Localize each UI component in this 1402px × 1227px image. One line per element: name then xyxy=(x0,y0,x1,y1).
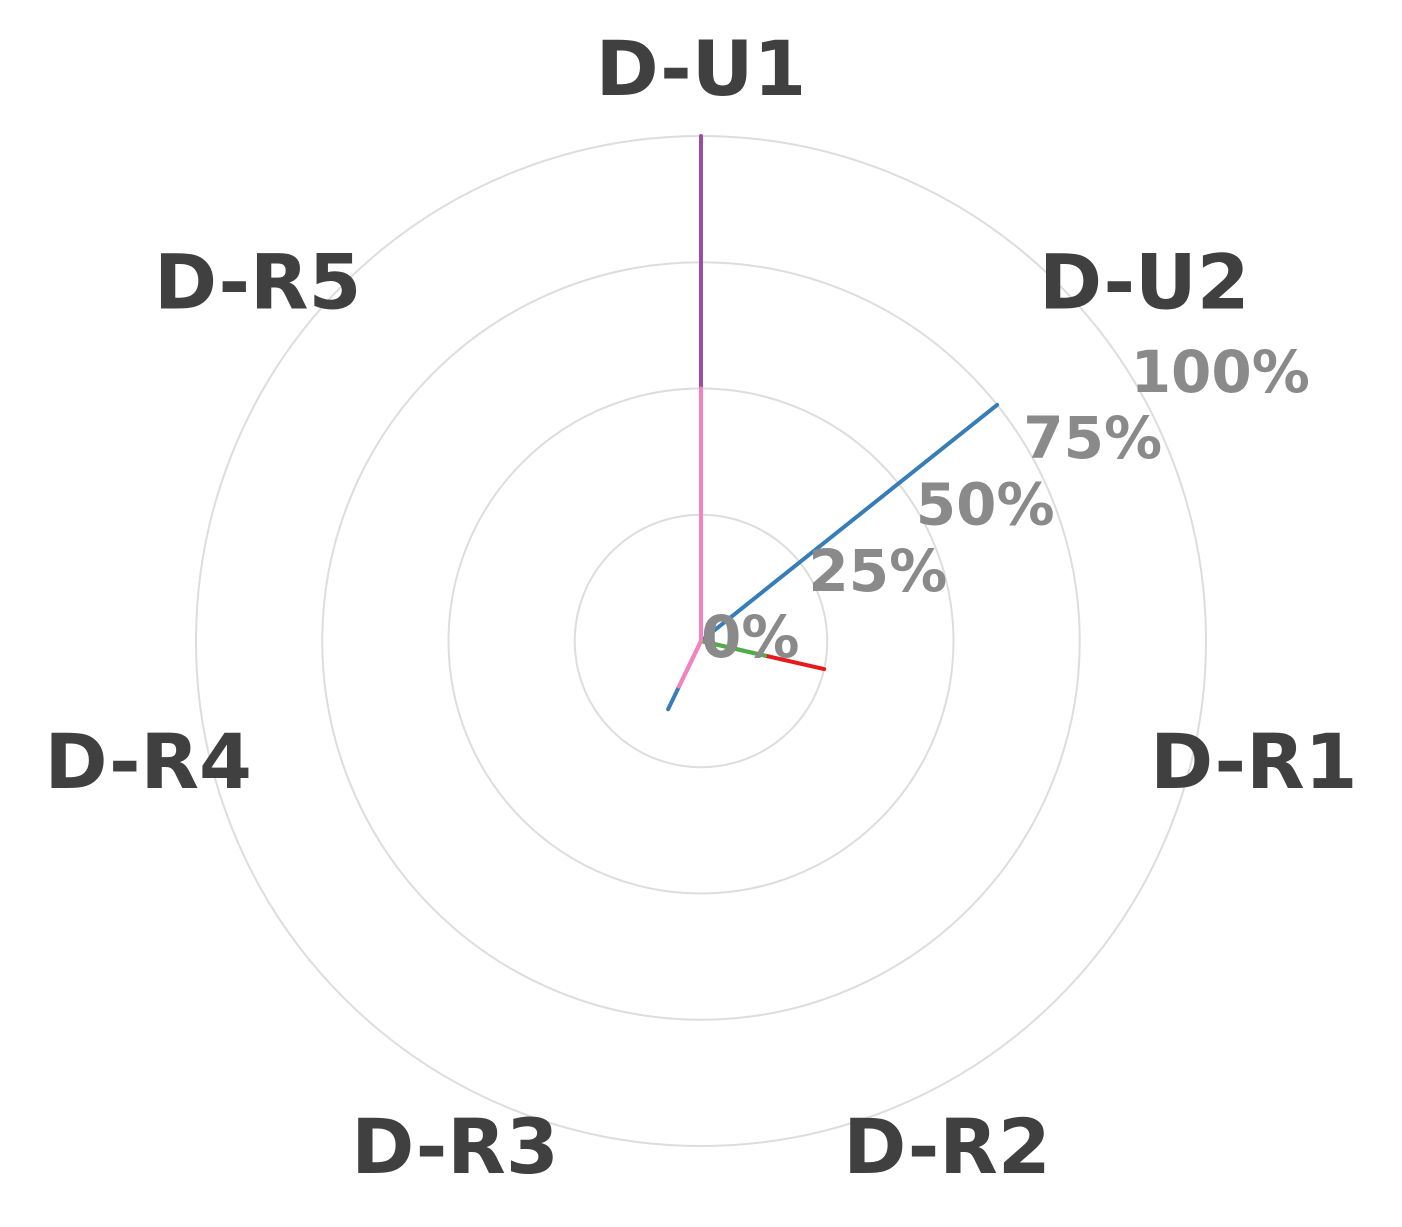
axis-label-d-r1: D-R1 xyxy=(1150,717,1357,806)
axis-labels: D-U1 D-U2 D-R1 D-R2 D-R3 D-R4 D-R5 xyxy=(44,24,1357,1191)
series-line-4 xyxy=(699,639,767,658)
tick-label: 0% xyxy=(701,603,799,671)
tick-label: 50% xyxy=(916,470,1055,538)
axis-label-d-r4: D-R4 xyxy=(44,717,251,806)
tick-label: 75% xyxy=(1023,404,1162,472)
radial-tick-labels: 0%25%50%75%100% xyxy=(701,338,1310,671)
axis-label-d-u2: D-U2 xyxy=(1039,237,1250,326)
series-lines xyxy=(666,134,1000,712)
tick-label: 100% xyxy=(1131,338,1310,406)
tick-label: 25% xyxy=(808,537,947,605)
series-line-5 xyxy=(677,386,703,689)
axis-label-d-r3: D-R3 xyxy=(351,1102,558,1191)
axis-label-d-r5: D-R5 xyxy=(154,237,361,326)
axis-label-d-u1: D-U1 xyxy=(596,24,807,113)
axis-label-d-r2: D-R2 xyxy=(843,1102,1050,1191)
